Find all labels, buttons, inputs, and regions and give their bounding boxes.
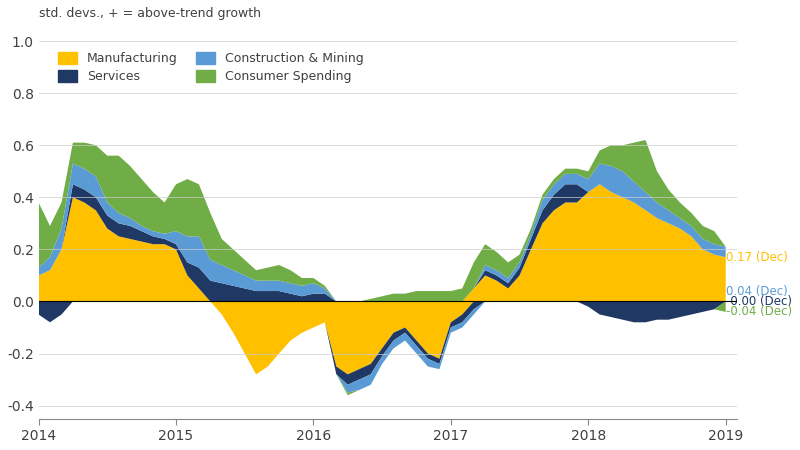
Text: 0.04 (Dec): 0.04 (Dec) xyxy=(726,284,787,297)
Text: std. devs., + = above-trend growth: std. devs., + = above-trend growth xyxy=(38,7,261,20)
Text: -0.00 (Dec): -0.00 (Dec) xyxy=(726,295,792,308)
Text: -0.04 (Dec): -0.04 (Dec) xyxy=(726,306,792,319)
Text: 0.17 (Dec): 0.17 (Dec) xyxy=(726,251,787,264)
Legend: Manufacturing, Services, Construction & Mining, Consumer Spending: Manufacturing, Services, Construction & … xyxy=(52,46,370,90)
